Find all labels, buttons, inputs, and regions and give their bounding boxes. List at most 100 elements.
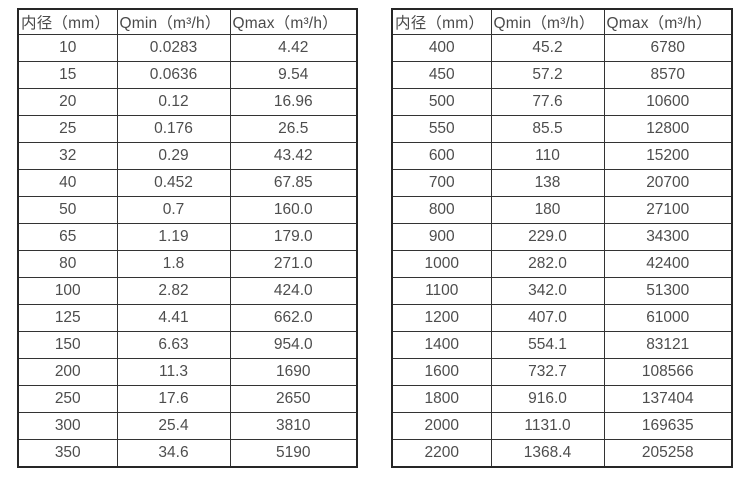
table-cell: 1690 (229, 358, 358, 386)
table-cell: 1600 (391, 358, 492, 386)
table-cell: 0.7 (116, 196, 231, 224)
table-cell: 32 (17, 142, 118, 170)
table-row: 900 229.0 34300 (391, 223, 733, 251)
table-cell: 15200 (603, 142, 733, 170)
table-row: 1200 407.0 61000 (391, 304, 733, 332)
table-row: 1100 342.0 51300 (391, 277, 733, 305)
table-cell: 300 (17, 412, 118, 440)
table-cell: 1400 (391, 331, 492, 359)
table-cell: 42400 (603, 250, 733, 278)
table-cell: 2200 (391, 439, 492, 468)
table-cell: 229.0 (490, 223, 605, 251)
table-cell: 20 (17, 88, 118, 116)
table-cell: 61000 (603, 304, 733, 332)
table-cell: 20700 (603, 169, 733, 197)
table-cell: 200 (17, 358, 118, 386)
table-cell: 125 (17, 304, 118, 332)
table-row: 200 11.3 1690 (17, 358, 358, 386)
table-cell: 400 (391, 34, 492, 62)
table-cell: 0.0283 (116, 34, 231, 62)
table-cell: 916.0 (490, 385, 605, 413)
header-row: 内径（mm） Qmin（m³/h） Qmax（m³/h） (391, 8, 733, 35)
table-row: 800 180 27100 (391, 196, 733, 224)
table-cell: 500 (391, 88, 492, 116)
table-cell: 900 (391, 223, 492, 251)
table-row: 700 138 20700 (391, 169, 733, 197)
table-row: 450 57.2 8570 (391, 61, 733, 89)
table-cell: 954.0 (229, 331, 358, 359)
table-cell: 57.2 (490, 61, 605, 89)
table-cell: 160.0 (229, 196, 358, 224)
table-row: 400 45.2 6780 (391, 34, 733, 62)
table-cell: 350 (17, 439, 118, 468)
table-cell: 1200 (391, 304, 492, 332)
table-cell: 282.0 (490, 250, 605, 278)
table-cell: 450 (391, 61, 492, 89)
table-cell: 77.6 (490, 88, 605, 116)
table-cell: 554.1 (490, 331, 605, 359)
table-row: 550 85.5 12800 (391, 115, 733, 143)
table-row: 65 1.19 179.0 (17, 223, 358, 251)
table-cell: 179.0 (229, 223, 358, 251)
table-row: 2000 1131.0 169635 (391, 412, 733, 440)
table-cell: 50 (17, 196, 118, 224)
table-row: 10 0.0283 4.42 (17, 34, 358, 62)
table-cell: 6.63 (116, 331, 231, 359)
table-cell: 3810 (229, 412, 358, 440)
header-cell: Qmax（m³/h） (229, 8, 358, 35)
table-cell: 2650 (229, 385, 358, 413)
table-cell: 2.82 (116, 277, 231, 305)
table-row: 1000 282.0 42400 (391, 250, 733, 278)
table-cell: 4.42 (229, 34, 358, 62)
table-cell: 662.0 (229, 304, 358, 332)
table-row: 350 34.6 5190 (17, 439, 358, 468)
table-cell: 34.6 (116, 439, 231, 468)
table-cell: 0.176 (116, 115, 231, 143)
table-cell: 150 (17, 331, 118, 359)
table-row: 125 4.41 662.0 (17, 304, 358, 332)
table-cell: 16.96 (229, 88, 358, 116)
table-cell: 17.6 (116, 385, 231, 413)
table-cell: 26.5 (229, 115, 358, 143)
table-cell: 169635 (603, 412, 733, 440)
table-cell: 1131.0 (490, 412, 605, 440)
table-cell: 0.29 (116, 142, 231, 170)
table-cell: 1000 (391, 250, 492, 278)
table-cell: 1.19 (116, 223, 231, 251)
table-row: 1800 916.0 137404 (391, 385, 733, 413)
table-cell: 180 (490, 196, 605, 224)
table-cell: 11.3 (116, 358, 231, 386)
table-row: 300 25.4 3810 (17, 412, 358, 440)
table-cell: 65 (17, 223, 118, 251)
header-cell: 内径（mm） (391, 8, 492, 35)
table-cell: 5190 (229, 439, 358, 468)
table-cell: 27100 (603, 196, 733, 224)
table-cell: 83121 (603, 331, 733, 359)
table-cell: 1800 (391, 385, 492, 413)
header-cell: 内径（mm） (17, 8, 118, 35)
table-cell: 2000 (391, 412, 492, 440)
table-row: 80 1.8 271.0 (17, 250, 358, 278)
table-row: 20 0.12 16.96 (17, 88, 358, 116)
header-row: 内径（mm） Qmin（m³/h） Qmax（m³/h） (17, 8, 358, 35)
table-cell: 12800 (603, 115, 733, 143)
table-cell: 40 (17, 169, 118, 197)
table-cell: 800 (391, 196, 492, 224)
flow-spec-table-small-diameters: 内径（mm） Qmin（m³/h） Qmax（m³/h） 10 0.0283 4.42 15… (17, 8, 358, 468)
table-row: 25 0.176 26.5 (17, 115, 358, 143)
table-cell: 1100 (391, 277, 492, 305)
table-cell: 25.4 (116, 412, 231, 440)
table-row: 50 0.7 160.0 (17, 196, 358, 224)
table-row: 500 77.6 10600 (391, 88, 733, 116)
table-row: 150 6.63 954.0 (17, 331, 358, 359)
flow-spec-table-large-diameters: 内径（mm） Qmin（m³/h） Qmax（m³/h） 400 45.2 6780 450… (391, 8, 733, 468)
table-cell: 250 (17, 385, 118, 413)
table-cell: 407.0 (490, 304, 605, 332)
table-cell: 25 (17, 115, 118, 143)
table-cell: 8570 (603, 61, 733, 89)
table-row: 600 110 15200 (391, 142, 733, 170)
header-cell: Qmin（m³/h） (490, 8, 605, 35)
table-cell: 15 (17, 61, 118, 89)
table-cell: 205258 (603, 439, 733, 468)
table-cell: 51300 (603, 277, 733, 305)
